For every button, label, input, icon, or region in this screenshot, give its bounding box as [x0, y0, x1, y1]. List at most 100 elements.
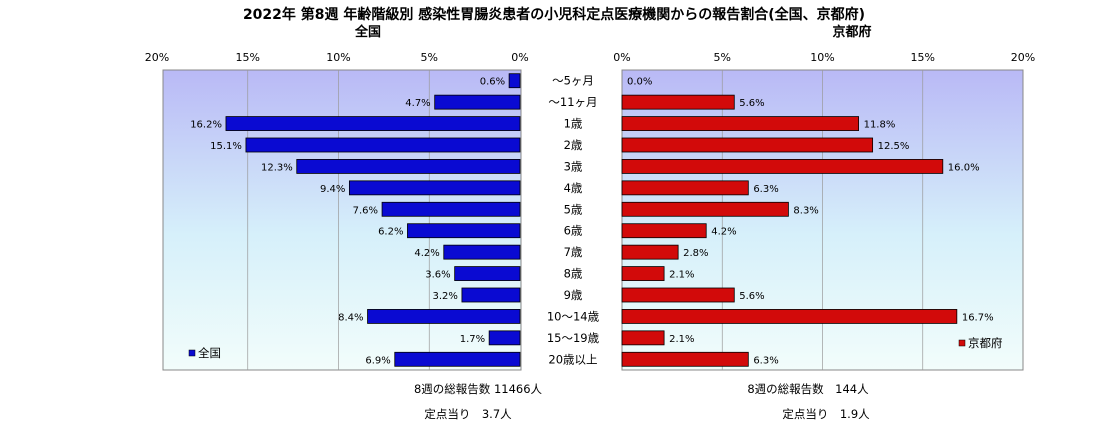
- right-panel-title: 京都府: [832, 24, 871, 40]
- left-legend-swatch: [188, 349, 196, 357]
- right-bar: [621, 201, 789, 217]
- category-label: 1歳: [564, 117, 583, 131]
- right-legend-swatch: [958, 339, 966, 347]
- right-data-label: 6.3%: [753, 355, 778, 366]
- right-tick-label: 10%: [810, 51, 834, 64]
- right-bar: [621, 223, 707, 239]
- category-labels: ～5ヶ月 ～11ヶ月 1歳 2歳 3歳 4歳 5歳 6歳 7歳 8歳 9歳 10～14歳 15～19歳 2…: [547, 74, 600, 367]
- left-tick-label: 20%: [145, 51, 169, 64]
- right-bar: [621, 137, 874, 153]
- left-bar: [394, 351, 521, 367]
- category-label: 9歳: [564, 288, 583, 302]
- right-data-label: 6.3%: [753, 184, 778, 195]
- right-bar: [621, 159, 944, 174]
- category-label: 5歳: [564, 202, 583, 216]
- category-label: 2歳: [564, 138, 583, 152]
- left-data-label: 9.4%: [320, 184, 345, 195]
- left-bar: [245, 137, 521, 153]
- right-bar: [621, 330, 665, 346]
- left-tick-label: 10%: [326, 51, 350, 64]
- right-legend-label: 京都府: [968, 336, 1003, 350]
- left-data-label: 6.9%: [365, 355, 390, 366]
- right-data-label: 2.8%: [683, 248, 708, 259]
- left-data-label: 4.7%: [405, 98, 430, 109]
- left-bar: [407, 223, 521, 239]
- right-data-label: 8.3%: [793, 205, 818, 216]
- left-footer-total: 8週の総報告数 11466人: [414, 382, 543, 396]
- right-data-label: 12.5%: [878, 141, 910, 152]
- right-bar: [621, 94, 735, 110]
- category-label: 8歳: [564, 267, 583, 281]
- left-bar: [381, 201, 521, 217]
- chart-title: 2022年 第8週 年齢階級別 感染性胃腸炎患者の小児科定点医療機関からの報告割…: [243, 6, 865, 23]
- right-bar: [621, 287, 735, 303]
- right-data-label: 5.6%: [739, 98, 764, 109]
- left-bar: [348, 180, 521, 196]
- left-bar: [454, 266, 521, 281]
- right-data-label: 4.2%: [711, 227, 736, 238]
- left-data-labels: 0.6% 4.7% 16.2% 15.1% 12.3% 9.4% 7.6%6.2% 4.2% 3…: [190, 77, 505, 367]
- category-label: 15～19歳: [547, 331, 600, 345]
- left-bar: [461, 287, 521, 303]
- right-tick-label: 5%: [714, 51, 731, 64]
- left-data-label: 4.2%: [414, 248, 439, 259]
- category-label: 6歳: [564, 224, 583, 238]
- left-bar: [508, 73, 521, 89]
- category-label: 7歳: [564, 245, 583, 259]
- right-data-label: 2.1%: [669, 334, 694, 345]
- right-bar: [621, 244, 679, 260]
- right-tick-label: 15%: [911, 51, 935, 64]
- left-legend-label: 全国: [198, 346, 221, 360]
- left-bar: [367, 309, 521, 324]
- right-bar: [621, 309, 958, 324]
- right-footer-total: 8週の総報告数 144人: [747, 382, 869, 396]
- left-data-label: 1.7%: [460, 334, 485, 345]
- right-bar: [621, 180, 749, 196]
- left-tick-label: 15%: [236, 51, 260, 64]
- category-label: ～11ヶ月: [548, 95, 597, 109]
- left-data-label: 15.1%: [210, 141, 242, 152]
- left-bar: [488, 330, 521, 346]
- left-tick-labels: 0% 5% 10% 15% 20%: [145, 51, 529, 64]
- left-panel-title: 全国: [354, 24, 381, 40]
- right-bar: [621, 351, 749, 367]
- right-bar: [621, 266, 665, 281]
- left-tick-label: 0%: [511, 51, 528, 64]
- left-bar: [225, 116, 521, 131]
- category-label: 4歳: [564, 181, 583, 195]
- left-plot-area: [162, 69, 522, 371]
- right-data-label: 11.8%: [864, 120, 896, 131]
- right-bars: [621, 94, 958, 367]
- right-data-labels: 0.0% 5.6% 11.8% 12.5% 16.0% 6.3% 8.3% 4.2%2.8% 2…: [627, 77, 994, 367]
- right-footer-per-site: 定点当り 1.9人: [782, 407, 870, 421]
- left-bars: [225, 73, 521, 367]
- left-data-label: 16.2%: [190, 120, 222, 131]
- right-data-label: 0.0%: [627, 77, 652, 88]
- right-panel: 京都府 0% 5% 10% 15% 20% 0.0% 5.6% 11.8% 12.5% 16.0…: [613, 24, 1035, 421]
- right-tick-label: 20%: [1011, 51, 1035, 64]
- category-label: 10～14歳: [547, 309, 600, 323]
- right-bar: [621, 116, 859, 131]
- category-label: ～5ヶ月: [552, 74, 594, 88]
- left-bar: [296, 159, 521, 174]
- right-data-label: 2.1%: [669, 270, 694, 281]
- category-label: 20歳以上: [548, 352, 597, 366]
- left-bar: [443, 244, 521, 260]
- left-footer-per-site: 定点当り 3.7人: [424, 407, 512, 421]
- left-data-label: 6.2%: [378, 227, 403, 238]
- left-data-label: 0.6%: [480, 77, 505, 88]
- left-panel: 全国 0% 5% 10% 15% 20% 0.6% 4.7% 16.2% 15.1% 12.3%…: [145, 24, 543, 421]
- category-label: 3歳: [564, 159, 583, 173]
- right-tick-labels: 0% 5% 10% 15% 20%: [613, 51, 1035, 64]
- left-data-label: 3.2%: [433, 291, 458, 302]
- right-data-label: 16.0%: [948, 162, 980, 173]
- left-data-label: 3.6%: [425, 270, 450, 281]
- left-bar: [434, 94, 521, 110]
- left-tick-label: 5%: [421, 51, 438, 64]
- right-data-label: 5.6%: [739, 291, 764, 302]
- left-data-label: 8.4%: [338, 312, 363, 323]
- right-tick-label: 0%: [613, 51, 630, 64]
- right-data-label: 16.7%: [962, 312, 994, 323]
- left-data-label: 12.3%: [261, 162, 293, 173]
